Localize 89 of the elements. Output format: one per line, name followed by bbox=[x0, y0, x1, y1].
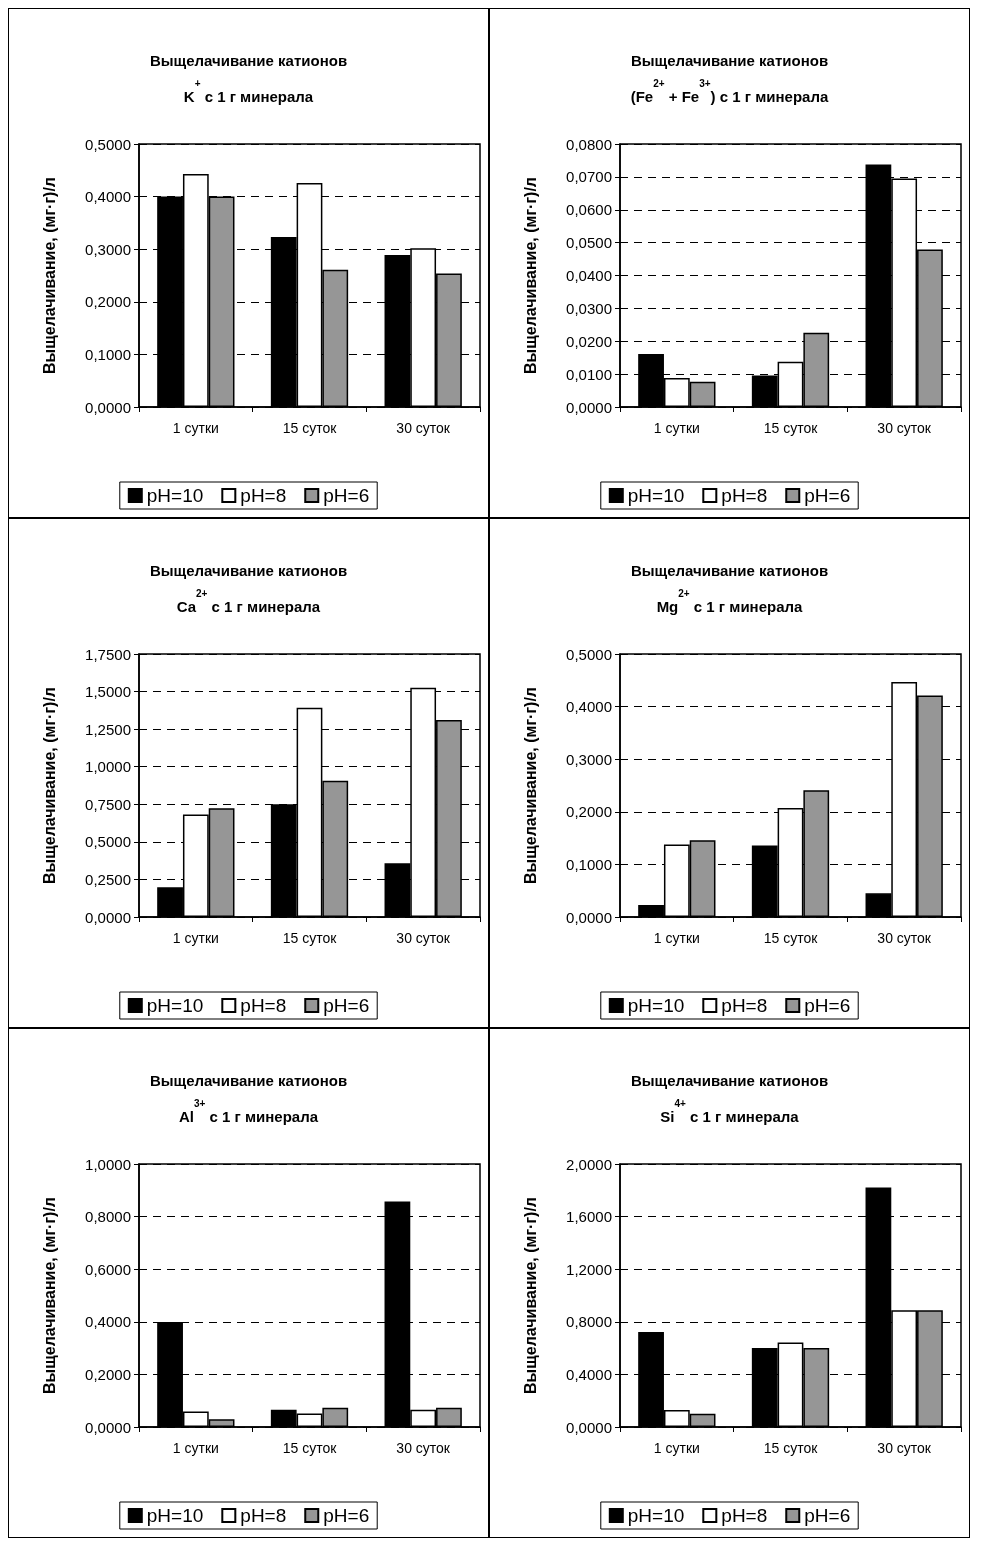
y-tick-label: 0,2000 bbox=[85, 293, 131, 311]
chart-title: Выщелачивание катионов Si4+ с 1 г минерала bbox=[630, 1071, 829, 1125]
y-axis-title: Выщелачивание, (мг·г)/л bbox=[521, 1197, 539, 1394]
x-tick-label: 30 суток bbox=[396, 930, 451, 946]
legend-label: pH=10 bbox=[146, 995, 204, 1016]
y-tick-label: 0,0000 bbox=[85, 908, 131, 926]
y-tick-label: 0,0600 bbox=[566, 201, 612, 219]
legend-label: pH=8 bbox=[240, 995, 287, 1016]
y-axis-title: Выщелачивание, (мг·г)/л bbox=[521, 177, 539, 374]
x-tick-label: 15 суток bbox=[282, 930, 338, 946]
legend-label: pH=10 bbox=[627, 995, 685, 1016]
x-tick-label: 15 суток bbox=[763, 930, 819, 946]
legend-label: pH=8 bbox=[240, 485, 287, 506]
y-tick-label: 0,6000 bbox=[85, 1260, 131, 1278]
y-tick-label: 0,0000 bbox=[566, 908, 612, 926]
y-axis-title: Выщелачивание, (мг·г)/л bbox=[521, 687, 539, 884]
y-tick-label: 0,0200 bbox=[566, 332, 612, 350]
y-tick-label: 1,0000 bbox=[85, 1155, 131, 1173]
x-tick-label: 15 суток bbox=[763, 1440, 819, 1456]
legend-label: pH=10 bbox=[146, 1505, 204, 1526]
x-tick-label: 30 суток bbox=[396, 420, 451, 436]
y-tick-label: 0,1000 bbox=[566, 855, 612, 873]
y-tick-label: 2,0000 bbox=[566, 1155, 612, 1173]
legend-label: pH=6 bbox=[804, 995, 851, 1016]
y-tick-label: 0,5000 bbox=[85, 135, 131, 153]
chart-title: Выщелачивание катионов Ca2+ с 1 г минерала bbox=[149, 561, 348, 615]
y-tick-label: 1,0000 bbox=[85, 758, 131, 776]
legend-label: pH=8 bbox=[721, 995, 768, 1016]
y-tick-label: 0,2000 bbox=[566, 803, 612, 821]
x-tick-label: 15 суток bbox=[763, 420, 819, 436]
y-tick-label: 0,0000 bbox=[566, 398, 612, 416]
x-tick-label: 1 сутки bbox=[172, 930, 219, 946]
legend-label: pH=6 bbox=[804, 1505, 851, 1526]
legend-label: pH=10 bbox=[627, 1505, 685, 1526]
y-axis-title: Выщелачивание, (мг·г)/л bbox=[40, 177, 58, 374]
y-tick-label: 0,1000 bbox=[85, 345, 131, 363]
x-tick-label: 1 сутки bbox=[172, 420, 219, 436]
y-tick-label: 0,0000 bbox=[85, 398, 131, 416]
y-tick-label: 0,4000 bbox=[85, 188, 131, 206]
legend-label: pH=8 bbox=[721, 1505, 768, 1526]
y-axis-title: Выщелачивание, (мг·г)/л bbox=[40, 1197, 58, 1394]
y-tick-label: 0,7500 bbox=[85, 795, 131, 813]
y-tick-label: 0,0500 bbox=[566, 234, 612, 252]
x-tick-label: 1 сутки bbox=[653, 1440, 700, 1456]
y-tick-label: 0,0800 bbox=[566, 135, 612, 153]
y-tick-label: 1,5000 bbox=[85, 683, 131, 701]
y-tick-label: 0,4000 bbox=[85, 1313, 131, 1331]
legend-label: pH=6 bbox=[323, 1505, 370, 1526]
y-tick-label: 1,7500 bbox=[85, 645, 131, 663]
y-tick-label: 0,0700 bbox=[566, 168, 612, 186]
chart-title: Выщелачивание катионов Mg2+ с 1 г минерала bbox=[630, 561, 829, 615]
legend-label: pH=8 bbox=[240, 1505, 287, 1526]
x-tick-label: 30 суток bbox=[396, 1440, 451, 1456]
y-tick-label: 0,0000 bbox=[566, 1418, 612, 1436]
y-tick-label: 0,2500 bbox=[85, 870, 131, 888]
legend-label: pH=10 bbox=[146, 485, 204, 506]
chart-title: Выщелачивание катионов K+ с 1 г минерала bbox=[149, 51, 348, 105]
legend-label: pH=6 bbox=[804, 485, 851, 506]
y-tick-label: 0,0000 bbox=[85, 1418, 131, 1436]
x-tick-label: 30 суток bbox=[877, 930, 932, 946]
x-tick-label: 1 сутки bbox=[653, 420, 700, 436]
x-tick-label: 30 суток bbox=[877, 420, 932, 436]
legend-label: pH=8 bbox=[721, 485, 768, 506]
y-tick-label: 1,2500 bbox=[85, 720, 131, 738]
x-tick-label: 30 суток bbox=[877, 1440, 932, 1456]
y-tick-label: 0,8000 bbox=[85, 1208, 131, 1226]
x-tick-label: 1 сутки bbox=[172, 1440, 219, 1456]
y-tick-label: 0,5000 bbox=[85, 833, 131, 851]
y-tick-label: 0,3000 bbox=[566, 750, 612, 768]
y-tick-label: 0,2000 bbox=[85, 1365, 131, 1383]
y-tick-label: 0,8000 bbox=[566, 1313, 612, 1331]
x-tick-label: 1 сутки bbox=[653, 930, 700, 946]
x-tick-label: 15 суток bbox=[282, 420, 338, 436]
y-tick-label: 1,2000 bbox=[566, 1260, 612, 1278]
x-tick-label: 15 суток bbox=[282, 1440, 338, 1456]
y-tick-label: 0,0300 bbox=[566, 299, 612, 317]
legend-label: pH=6 bbox=[323, 485, 370, 506]
y-axis-title: Выщелачивание, (мг·г)/л bbox=[40, 687, 58, 884]
legend-label: pH=10 bbox=[627, 485, 685, 506]
y-tick-label: 1,6000 bbox=[566, 1208, 612, 1226]
y-tick-label: 0,5000 bbox=[566, 645, 612, 663]
y-tick-label: 0,0400 bbox=[566, 267, 612, 284]
y-tick-label: 0,3000 bbox=[85, 240, 131, 258]
y-tick-label: 0,4000 bbox=[566, 1365, 612, 1383]
y-tick-label: 0,0100 bbox=[566, 365, 612, 383]
legend-label: pH=6 bbox=[323, 995, 370, 1016]
chart-title: Выщелачивание катионов Al3+ с 1 г минерала bbox=[149, 1071, 348, 1125]
chart-title: Выщелачивание катионов (Fe2+ + Fe3+) с 1 г минерала bbox=[630, 51, 829, 105]
y-tick-label: 0,4000 bbox=[566, 698, 612, 716]
